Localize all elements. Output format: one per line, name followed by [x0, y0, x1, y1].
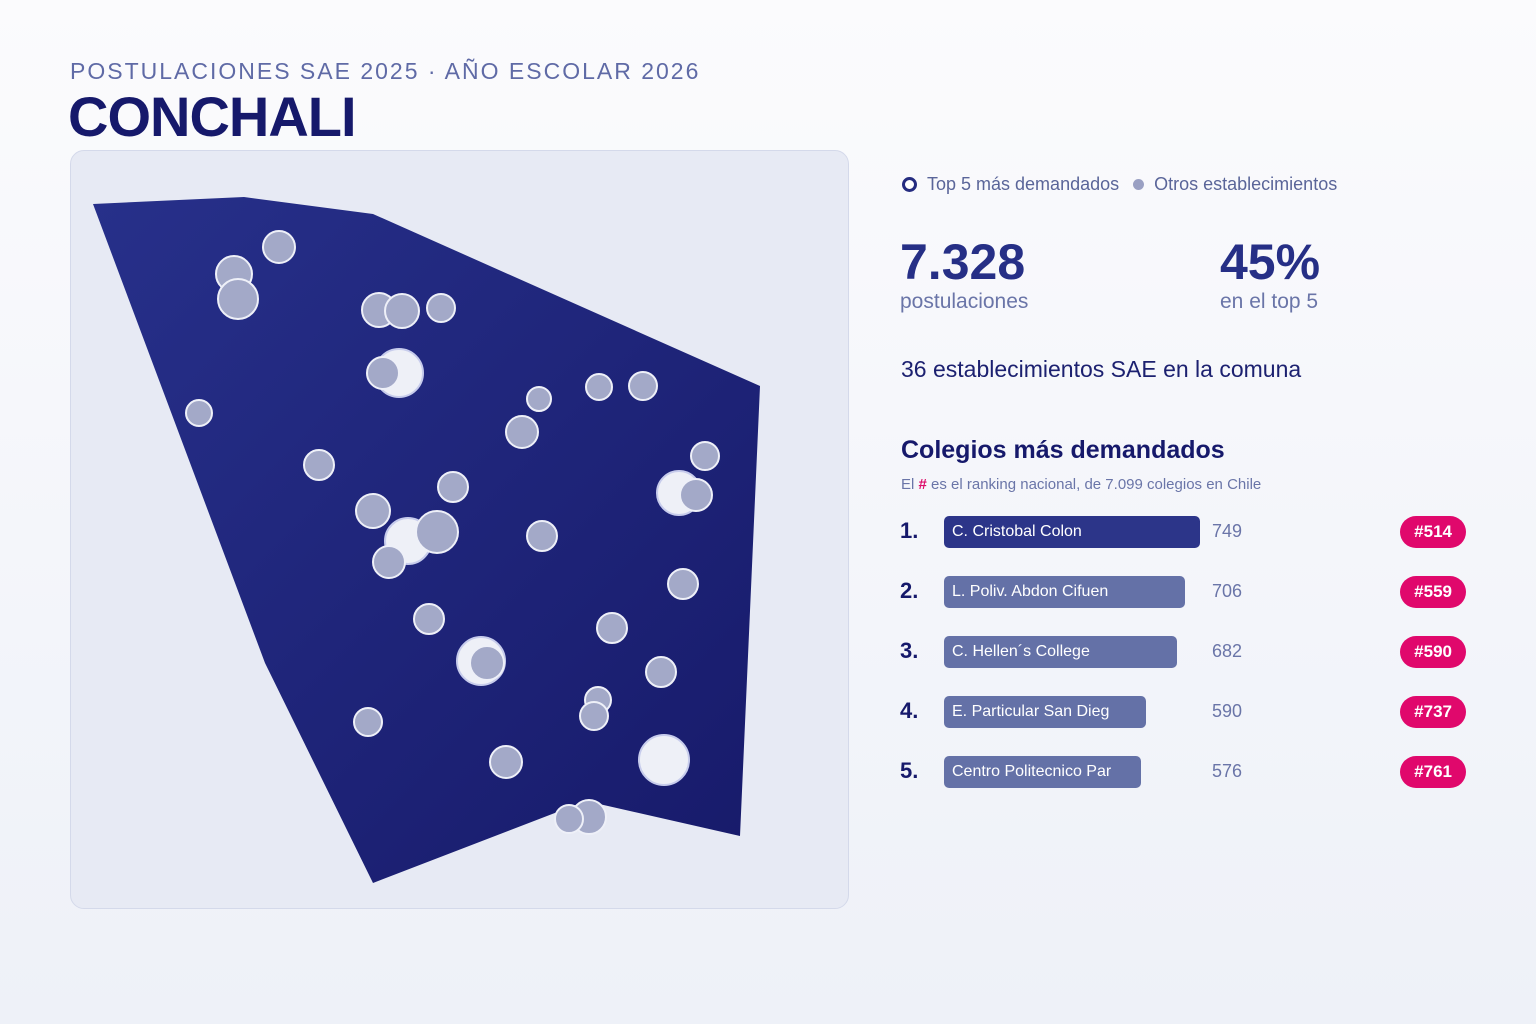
school-marker[interactable]	[526, 386, 552, 412]
school-marker[interactable]	[413, 603, 445, 635]
map-panel[interactable]	[70, 150, 849, 909]
top5-share-value: 45%	[1220, 234, 1321, 290]
row-badge: #761	[1400, 756, 1466, 788]
school-marker[interactable]	[303, 449, 335, 481]
row-rank: 3.	[900, 638, 919, 663]
top5-share-label: en el top 5	[1220, 290, 1319, 313]
school-marker[interactable]	[554, 804, 584, 834]
applications-value: 7.328	[900, 234, 1026, 290]
top5-share-stat: 45% en el top 5	[1220, 234, 1320, 314]
row-rank: 5.	[900, 758, 919, 783]
school-marker[interactable]	[372, 545, 406, 579]
school-marker[interactable]	[667, 568, 699, 600]
school-marker[interactable]	[437, 471, 469, 503]
ranking-note-hash: #	[918, 476, 927, 493]
top5-ring-icon	[902, 177, 917, 192]
school-marker[interactable]	[262, 230, 296, 264]
school-marker[interactable]	[384, 293, 420, 329]
row-rank: 1.	[900, 518, 919, 543]
school-marker[interactable]	[366, 356, 400, 390]
commune-map[interactable]	[71, 151, 849, 909]
kicker: POSTULACIONES SAE 2025 · AÑO ESCOLAR 202…	[70, 58, 701, 84]
row-bar: E. Particular San Dieg	[944, 696, 1146, 728]
row-badge: #590	[1400, 636, 1466, 668]
school-marker[interactable]	[469, 645, 505, 681]
school-marker[interactable]	[628, 371, 658, 401]
school-marker[interactable]	[505, 415, 539, 449]
row-badge: #737	[1400, 696, 1466, 728]
school-marker[interactable]	[585, 373, 613, 401]
ranking-row[interactable]: 1. C. Cristobal Colon 749 #514	[900, 516, 1470, 548]
school-marker[interactable]	[426, 293, 456, 323]
row-rank: 2.	[900, 578, 919, 603]
ranking-row[interactable]: 4. E. Particular San Dieg 590 #737	[900, 696, 1470, 728]
row-badge: #514	[1400, 516, 1466, 548]
row-bar: Centro Politecnico Par	[944, 756, 1141, 788]
top5-school-marker[interactable]	[638, 734, 690, 786]
row-badge: #559	[1400, 576, 1466, 608]
school-marker[interactable]	[526, 520, 558, 552]
applications-stat: 7.328 postulaciones	[900, 234, 1028, 314]
school-markers	[185, 230, 720, 835]
ranking-row[interactable]: 5. Centro Politecnico Par 576 #761	[900, 756, 1470, 788]
row-bar: C. Cristobal Colon	[944, 516, 1200, 548]
school-marker[interactable]	[690, 441, 720, 471]
ranking-row[interactable]: 3. C. Hellen´s College 682 #590	[900, 636, 1470, 668]
row-value: 706	[1212, 581, 1243, 601]
school-marker[interactable]	[489, 745, 523, 779]
legend-others-label: Otros establecimientos	[1154, 174, 1338, 194]
school-marker[interactable]	[645, 656, 677, 688]
school-marker[interactable]	[217, 278, 259, 320]
legend-top5-label: Top 5 más demandados	[927, 174, 1120, 194]
row-value: 749	[1212, 521, 1243, 541]
school-marker[interactable]	[185, 399, 213, 427]
ranking-note-suffix: es el ranking nacional, de 7.099 colegio…	[926, 476, 1262, 493]
row-bar: L. Poliv. Abdon Cifuen	[944, 576, 1185, 608]
row-rank: 4.	[900, 698, 919, 723]
ranking-title: Colegios más demandados	[901, 436, 1225, 464]
row-value: 682	[1212, 641, 1243, 661]
school-marker[interactable]	[596, 612, 628, 644]
school-marker[interactable]	[415, 510, 459, 554]
ranking-row[interactable]: 2. L. Poliv. Abdon Cifuen 706 #559	[900, 576, 1470, 608]
schools-count: 36 establecimientos SAE en la comuna	[901, 356, 1302, 382]
school-marker[interactable]	[355, 493, 391, 529]
map-legend: Top 5 más demandados Otros establecimien…	[902, 174, 1337, 195]
row-value: 590	[1212, 701, 1243, 721]
page-title: CONCHALI	[68, 85, 357, 148]
school-marker[interactable]	[353, 707, 383, 737]
ranking-note: El # es el ranking nacional, de 7.099 co…	[901, 476, 1261, 493]
other-dot-icon	[1133, 179, 1145, 190]
row-value: 576	[1212, 761, 1243, 781]
school-marker[interactable]	[579, 701, 609, 731]
school-marker[interactable]	[679, 478, 713, 512]
ranking-note-prefix: El	[901, 476, 919, 493]
row-bar: C. Hellen´s College	[944, 636, 1177, 668]
applications-label: postulaciones	[900, 290, 1029, 313]
